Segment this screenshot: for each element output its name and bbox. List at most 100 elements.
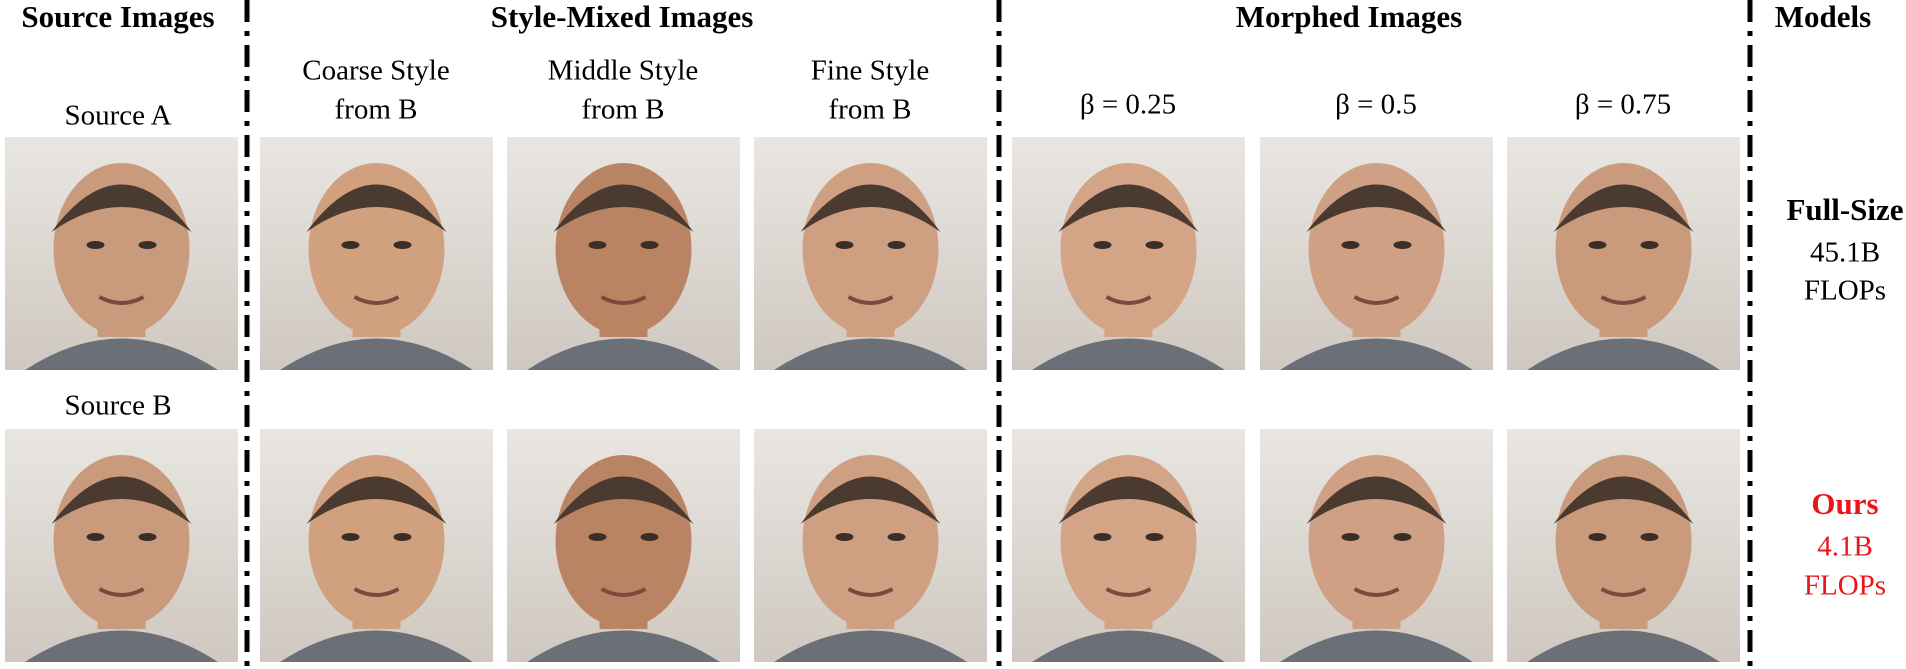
eye bbox=[1341, 241, 1360, 249]
eye bbox=[393, 241, 412, 249]
face-image bbox=[5, 137, 238, 370]
mouth bbox=[600, 587, 647, 597]
shoulders bbox=[25, 338, 218, 370]
column-label: Middle Style bbox=[548, 55, 699, 87]
eye bbox=[341, 241, 360, 249]
face-image bbox=[754, 429, 987, 662]
eye bbox=[1145, 533, 1164, 541]
hair bbox=[1058, 476, 1199, 524]
shoulders bbox=[527, 630, 720, 662]
shoulders bbox=[1280, 630, 1473, 662]
face-image bbox=[1507, 137, 1740, 370]
header: Style-Mixed Images bbox=[491, 0, 754, 34]
mouth bbox=[1600, 295, 1647, 305]
face-image bbox=[260, 429, 493, 662]
header: Morphed Images bbox=[1236, 0, 1462, 34]
eye bbox=[1588, 533, 1607, 541]
face-image bbox=[754, 137, 987, 370]
face-image bbox=[5, 429, 238, 662]
eye bbox=[1145, 241, 1164, 249]
hair bbox=[800, 184, 941, 232]
mouth bbox=[1600, 587, 1647, 597]
mouth bbox=[98, 587, 145, 597]
shoulders bbox=[1032, 630, 1225, 662]
face-image bbox=[507, 137, 740, 370]
eye bbox=[887, 241, 906, 249]
header: Models bbox=[1775, 0, 1871, 34]
eye bbox=[640, 241, 659, 249]
shoulders bbox=[774, 630, 967, 662]
hair bbox=[1553, 184, 1694, 232]
model-cost: 45.1B bbox=[1810, 237, 1880, 269]
source-label: Source A bbox=[64, 100, 171, 132]
hair bbox=[1058, 184, 1199, 232]
hair bbox=[553, 476, 694, 524]
shoulders bbox=[774, 338, 967, 370]
hair bbox=[553, 184, 694, 232]
shoulders bbox=[1280, 338, 1473, 370]
shoulders bbox=[1527, 630, 1720, 662]
eye bbox=[86, 533, 105, 541]
mouth bbox=[353, 295, 400, 305]
eye bbox=[588, 533, 607, 541]
column-label: Coarse Style bbox=[302, 55, 449, 87]
eye bbox=[138, 533, 157, 541]
shoulders bbox=[280, 630, 473, 662]
face-image bbox=[507, 429, 740, 662]
eye bbox=[86, 241, 105, 249]
column-label: from B bbox=[335, 94, 418, 126]
mouth bbox=[1105, 587, 1152, 597]
source-label: Source B bbox=[64, 390, 171, 422]
mouth bbox=[600, 295, 647, 305]
eye bbox=[588, 241, 607, 249]
eye bbox=[393, 533, 412, 541]
eye bbox=[835, 533, 854, 541]
eye bbox=[1341, 533, 1360, 541]
hair bbox=[51, 476, 192, 524]
hair bbox=[306, 476, 447, 524]
hair bbox=[1306, 184, 1447, 232]
face-image bbox=[1012, 137, 1245, 370]
hair bbox=[1553, 476, 1694, 524]
hair bbox=[51, 184, 192, 232]
face-image bbox=[1260, 429, 1493, 662]
eye bbox=[1640, 533, 1659, 541]
eye bbox=[835, 241, 854, 249]
face-image bbox=[1260, 137, 1493, 370]
mouth bbox=[353, 587, 400, 597]
eye bbox=[1588, 241, 1607, 249]
eye bbox=[1093, 241, 1112, 249]
mouth bbox=[847, 295, 894, 305]
hair bbox=[306, 184, 447, 232]
model-unit: FLOPs bbox=[1804, 570, 1886, 602]
hair bbox=[800, 476, 941, 524]
mouth bbox=[1105, 295, 1152, 305]
column-label: Fine Style bbox=[811, 55, 929, 87]
shoulders bbox=[280, 338, 473, 370]
model-cost: 4.1B bbox=[1817, 531, 1873, 563]
face-image bbox=[260, 137, 493, 370]
column-label: β = 0.5 bbox=[1335, 89, 1417, 121]
shoulders bbox=[1527, 338, 1720, 370]
eye bbox=[1393, 241, 1412, 249]
shoulders bbox=[25, 630, 218, 662]
column-label: β = 0.75 bbox=[1575, 89, 1671, 121]
column-label: from B bbox=[582, 94, 665, 126]
mouth bbox=[1353, 295, 1400, 305]
mouth bbox=[1353, 587, 1400, 597]
eye bbox=[341, 533, 360, 541]
mouth bbox=[98, 295, 145, 305]
eye bbox=[138, 241, 157, 249]
hair bbox=[1306, 476, 1447, 524]
model-name: Full-Size bbox=[1786, 192, 1903, 227]
face-image bbox=[1507, 429, 1740, 662]
column-label: from B bbox=[829, 94, 912, 126]
eye bbox=[640, 533, 659, 541]
eye bbox=[887, 533, 906, 541]
eye bbox=[1393, 533, 1412, 541]
model-unit: FLOPs bbox=[1804, 275, 1886, 307]
model-name: Ours bbox=[1811, 486, 1878, 521]
mouth bbox=[847, 587, 894, 597]
face-image bbox=[1012, 429, 1245, 662]
